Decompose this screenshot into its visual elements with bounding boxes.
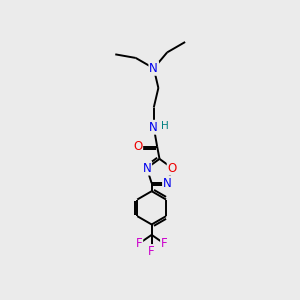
Text: N: N [149,62,158,75]
Text: N: N [149,121,158,134]
Text: H: H [161,121,169,131]
Text: N: N [142,162,151,175]
Text: N: N [163,177,172,190]
Text: F: F [148,245,155,258]
Text: O: O [133,140,142,153]
Text: O: O [168,162,177,175]
Text: F: F [161,237,168,250]
Text: F: F [136,237,142,250]
